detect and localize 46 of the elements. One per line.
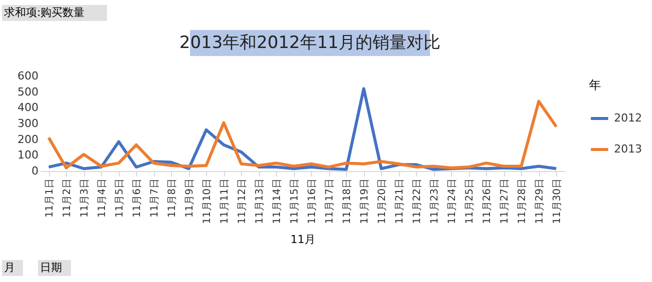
y-tick-label: 300 <box>18 117 38 130</box>
y-tick-label: 100 <box>18 148 38 162</box>
x-tick-label: 11月26日 <box>482 178 493 224</box>
x-tick-label: 11月14日 <box>272 178 283 224</box>
y-tick-label: 0 <box>32 164 38 178</box>
x-tick-label: 11月28日 <box>516 178 528 224</box>
text: 日期 <box>40 261 62 274</box>
x-axis-title: 11月 <box>290 232 316 246</box>
x-tick-label: 11月11日 <box>219 178 230 224</box>
x-tick-label: 11月4日 <box>96 178 108 218</box>
y-tick-label: 500 <box>18 85 38 98</box>
x-tick-label: 11月23日 <box>429 178 440 224</box>
x-tick-label: 11月29日 <box>534 178 546 224</box>
x-tick-label: 11月7日 <box>149 178 160 218</box>
x-tick-label: 11月21日 <box>394 178 406 224</box>
x-tick-label: 11月2日 <box>62 178 73 218</box>
x-tick-label: 11月27日 <box>499 178 510 224</box>
x-tick-label: 11月19日 <box>359 178 370 224</box>
y-tick-label: 400 <box>18 101 38 114</box>
x-tick-label: 11月16日 <box>306 178 318 224</box>
x-tick-label: 11月9日 <box>184 178 196 218</box>
x-tick-label: 11月22日 <box>412 178 423 224</box>
legend-label: 2012 <box>614 112 642 124</box>
x-tick-label: 11月17日 <box>324 178 336 224</box>
legend-title: 年 <box>589 78 601 92</box>
text: 月 <box>4 261 15 274</box>
x-tick-label: 11月25日 <box>464 178 476 224</box>
x-tick-label: 11月15日 <box>289 178 300 224</box>
x-tick-label: 11月5日 <box>114 178 126 218</box>
x-tick-label: 11月24日 <box>446 178 458 224</box>
x-tick-label: 11月20日 <box>376 178 388 224</box>
x-tick-label: 11月18日 <box>342 178 353 224</box>
text: 求和项:购买数量 <box>4 6 85 19</box>
x-tick-label: 11月1日 <box>44 178 56 218</box>
x-tick-label: 11月6日 <box>132 178 143 218</box>
chart-title: 2013年和2012年11月的销量对比 <box>179 33 441 53</box>
line-series <box>47 100 558 170</box>
x-tick-label: 11月13日 <box>254 178 266 224</box>
y-tick-label: 600 <box>18 70 38 82</box>
x-tick-label: 11月3日 <box>79 178 90 218</box>
legend-label: 2013 <box>614 142 642 156</box>
x-tick-label: 11月8日 <box>166 178 178 218</box>
y-tick-label: 200 <box>18 132 38 146</box>
x-tick-label: 11月12日 <box>236 178 248 224</box>
x-tick-label: 11月30日 <box>552 178 563 224</box>
x-tick-label: 11月10日 <box>202 178 213 224</box>
